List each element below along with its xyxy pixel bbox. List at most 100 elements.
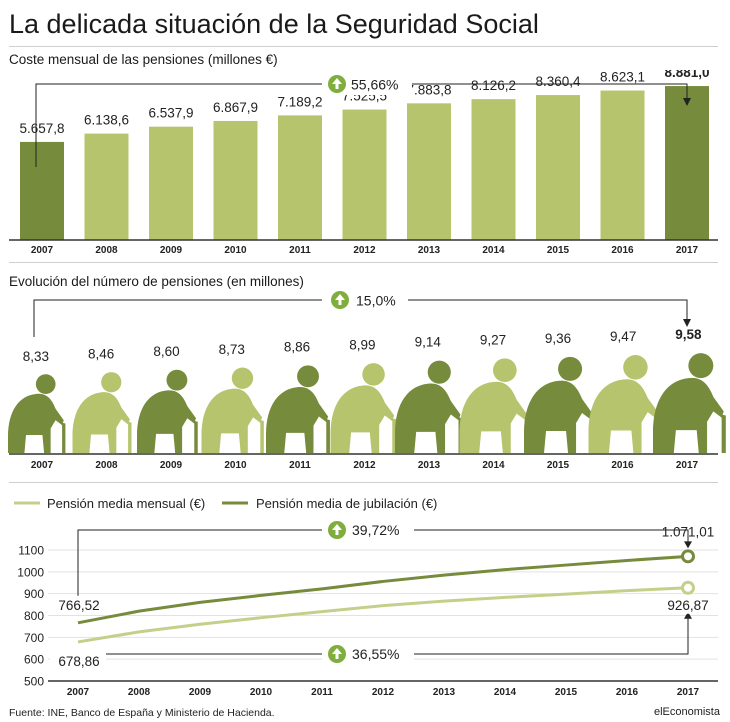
pictogram-year-label: 2008 bbox=[95, 460, 118, 471]
up-arrow-glyph bbox=[332, 648, 342, 659]
bar-year-label: 2007 bbox=[31, 245, 54, 256]
y-tick-label: 500 bbox=[24, 675, 44, 689]
pensions-value-label: 8,86 bbox=[284, 340, 310, 355]
pensioner-body bbox=[588, 379, 658, 453]
mensual-end-label: 926,87 bbox=[667, 598, 708, 613]
label-bg bbox=[50, 651, 106, 670]
line-year-label: 2014 bbox=[494, 687, 517, 698]
pictogram-year-label: 2016 bbox=[611, 460, 634, 471]
y-tick-label: 1100 bbox=[18, 544, 44, 558]
pensions-value-label: 9,36 bbox=[545, 331, 571, 346]
pensioner-body bbox=[72, 392, 130, 453]
pictogram-chart: 15,0% 8,33 8,46 8,60 8,73 8,86 8,99 9,14 9,27 9,… bbox=[8, 289, 726, 471]
pensioner-figure-2017 bbox=[653, 353, 726, 453]
pensioner-figure-2013 bbox=[395, 360, 463, 453]
line-year-label: 2009 bbox=[189, 687, 212, 698]
bar-value-label: 5.657,8 bbox=[19, 121, 64, 136]
bar-year-label: 2008 bbox=[95, 245, 118, 256]
pensioner-body bbox=[137, 390, 196, 453]
bar-year-label: 2009 bbox=[160, 245, 183, 256]
line-year-label: 2011 bbox=[311, 687, 333, 698]
line-year-label: 2012 bbox=[372, 687, 395, 698]
y-tick-label: 800 bbox=[24, 609, 44, 623]
pensioner-body bbox=[395, 383, 461, 453]
pensions-value-label: 8,73 bbox=[219, 342, 245, 357]
jubilacion-change-label: 39,72% bbox=[352, 522, 399, 538]
pensioner-head bbox=[558, 356, 583, 381]
y-tick-label: 600 bbox=[24, 653, 44, 667]
pensions-value-label: 9,27 bbox=[480, 332, 506, 347]
pensioner-body bbox=[524, 380, 593, 453]
y-tick-label: 1000 bbox=[17, 565, 44, 579]
jubilacion-start-label: 766,52 bbox=[58, 598, 99, 613]
pictogram-year-label: 2013 bbox=[418, 460, 441, 471]
pictogram-year-label: 2010 bbox=[224, 460, 247, 471]
pensions-value-label: 8,33 bbox=[23, 349, 49, 364]
line-series-mensual bbox=[77, 586, 689, 644]
bar-value-label: 8.360,4 bbox=[535, 74, 581, 89]
pensioner-figure-2012 bbox=[330, 363, 397, 453]
bracket-arrow-icon bbox=[683, 98, 691, 106]
bracket-arrow-icon bbox=[684, 541, 692, 549]
pictogram-year-label: 2014 bbox=[482, 460, 505, 471]
pensioner-head bbox=[427, 360, 451, 384]
pensioner-head bbox=[35, 374, 56, 394]
line-chart: Pensión media mensual (€) Pensión media … bbox=[14, 496, 718, 698]
bar-2013 bbox=[407, 103, 451, 240]
bar-value-label: 6.138,6 bbox=[84, 113, 129, 128]
pictogram-year-label: 2012 bbox=[353, 460, 376, 471]
pensioner-head bbox=[101, 372, 122, 393]
pictogram-year-label: 2009 bbox=[160, 460, 183, 471]
bar-year-label: 2017 bbox=[676, 245, 699, 256]
label-bg bbox=[50, 595, 106, 614]
up-arrow-glyph bbox=[332, 78, 342, 89]
line-year-label: 2015 bbox=[555, 687, 578, 698]
pensioner-figure-2015 bbox=[524, 356, 595, 453]
bar-change-label: 55,66% bbox=[351, 77, 398, 93]
pictogram-year-label: 2007 bbox=[31, 460, 54, 471]
source-note: Fuente: INE, Banco de España y Ministeri… bbox=[9, 707, 275, 719]
bar-value-label: 8.881,0 bbox=[664, 70, 709, 80]
pensioner-head bbox=[297, 365, 319, 388]
pensions-value-label: 8,46 bbox=[88, 347, 114, 362]
bar-2012 bbox=[342, 109, 387, 240]
bar-value-label: 6.867,9 bbox=[213, 100, 258, 115]
bar-value-label: 7.883,8 bbox=[406, 82, 451, 97]
legend-label-jubilacion: Pensión media de jubilación (€) bbox=[256, 496, 437, 511]
series-end-marker bbox=[681, 580, 695, 595]
divider bbox=[9, 262, 718, 263]
pensioner-head bbox=[231, 367, 254, 389]
line-year-label: 2007 bbox=[67, 687, 90, 698]
bar-year-label: 2012 bbox=[353, 245, 376, 256]
bar-year-label: 2015 bbox=[547, 245, 570, 256]
mensual-start-label: 678,86 bbox=[58, 654, 99, 669]
pensioner-figure-2011 bbox=[266, 365, 330, 453]
bar-2007 bbox=[20, 141, 64, 240]
cane-icon bbox=[322, 418, 330, 453]
bar-value-label: 8.623,1 bbox=[600, 70, 645, 85]
up-arrow-glyph bbox=[335, 294, 345, 305]
cane-icon bbox=[190, 420, 198, 453]
divider bbox=[9, 46, 718, 47]
bar-year-label: 2016 bbox=[611, 245, 634, 256]
pensioner-figure-2016 bbox=[588, 355, 660, 453]
pensions-value-label: 9,14 bbox=[415, 335, 442, 350]
pictogram-year-label: 2011 bbox=[289, 460, 311, 471]
line-year-label: 2013 bbox=[433, 687, 456, 698]
cane-icon bbox=[256, 419, 264, 453]
mensual-change-box bbox=[322, 643, 414, 665]
pensioner-figure-2008 bbox=[72, 372, 132, 453]
y-tick-label: 700 bbox=[24, 631, 44, 645]
bar-value-label: 7.189,2 bbox=[277, 94, 322, 109]
pensioner-head bbox=[166, 369, 188, 391]
bar-2017 bbox=[665, 86, 709, 240]
bar-chart-title: Coste mensual de las pensiones (millones… bbox=[9, 52, 278, 67]
pensioner-body bbox=[459, 381, 527, 453]
bar-2014 bbox=[471, 99, 516, 240]
pensioner-figure-2014 bbox=[459, 358, 529, 453]
line-series-jubilacion bbox=[77, 554, 689, 625]
bar-year-label: 2014 bbox=[482, 245, 505, 256]
pensioner-body bbox=[8, 393, 64, 453]
pensions-value-label: 9,58 bbox=[675, 327, 702, 342]
pensioner-head bbox=[362, 363, 385, 386]
